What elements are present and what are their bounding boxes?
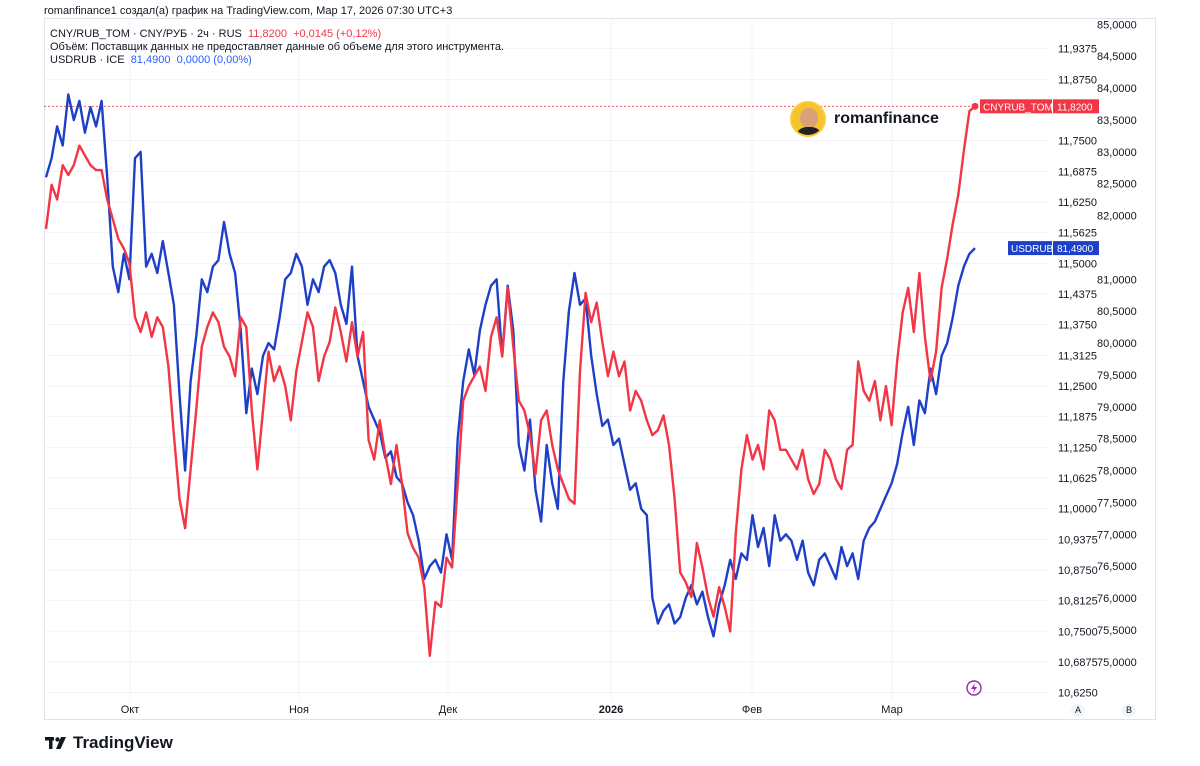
y-tick-label-usd: 75,0000 [1097,657,1137,669]
legend-usd-symbol: USDRUB · ICE [50,54,125,66]
y-tick-label-usd: 79,5000 [1097,370,1137,382]
legend-usd-change: 0,0000 (0,00%) [176,54,252,66]
y-tick-label-cny: 11,9375 [1058,44,1097,56]
chart-credit: romanfinance1 создал(а) график на Tradin… [44,5,453,17]
lightning-icon[interactable] [966,680,982,696]
y-axis-cny: 11,9375 11,8750 11,7500 11,6875 11,6250 11,56… [1058,44,1098,700]
y-axis-usd: 85,0000 84,5000 84,0000 83,5000 83,0000 82,50… [1097,19,1137,668]
y-tick-label-usd: 76,5000 [1097,561,1137,573]
legend-usd-price: 81,4900 [130,54,171,66]
y-tick-label-cny: 11,1875 [1058,412,1097,424]
brand-name: TradingView [73,733,173,752]
y-tick-label-usd: 77,5000 [1097,497,1137,509]
y-tick-label-usd: 84,5000 [1097,51,1137,63]
price-labels: CNYRUB_TOM 11,8200 USDRUB 81,4900 [980,99,1099,256]
grid-lines [44,18,1050,700]
y-tick-label-cny: 11,1250 [1058,442,1097,454]
y-tick-label-cny: 10,7500 [1058,626,1098,638]
price-tag-value: 81,4900 [1057,244,1094,255]
legend-usd[interactable]: USDRUB · ICE 81,4900 0,0000 (0,00%) [50,54,252,66]
y-tick-label-usd: 77,0000 [1097,529,1137,541]
price-tag-name-bg [1008,241,1052,256]
y-tick-label-cny: 10,6875 [1058,657,1098,669]
y-tick-label-usd: 79,0000 [1097,402,1137,414]
price-tag-name-bg [980,99,1052,114]
y-tick-label-usd: 80,5000 [1097,306,1137,318]
y-tick-label-cny: 11,7500 [1058,136,1097,148]
price-tag-value-bg [1053,241,1099,256]
x-tick-label: Окт [121,704,140,716]
y-tick-label-usd: 82,5000 [1097,179,1137,191]
y-tick-label-usd: 76,0000 [1097,593,1137,605]
y-tick-label-cny: 11,3125 [1058,350,1097,362]
x-tick-label: Ноя [289,704,309,716]
chart-frame[interactable] [44,18,1156,720]
x-tick-label: Фев [742,704,762,716]
legend-cny[interactable]: CNY/RUB_TOM · CNY/РУБ · 2ч · RUS 11,8200… [50,28,381,40]
y-tick-label-cny: 11,5625 [1058,228,1097,240]
x-tick-label: Дек [439,704,458,716]
author-name: romanfinance [834,110,939,127]
x-tick-label: Мар [881,704,903,716]
y-tick-label-cny: 11,6250 [1058,197,1097,209]
legend-volume-note: Объём: Поставщик данных не предоставляет… [50,41,505,53]
y-tick-label-cny: 11,0000 [1058,504,1097,516]
y-tick-label-usd: 75,5000 [1097,625,1137,637]
y-tick-label-cny: 10,8750 [1058,565,1098,577]
price-tag-name: CNYRUB_TOM [983,102,1053,113]
y-tick-label-cny: 11,0625 [1058,473,1097,485]
author-watermark: romanfinance [790,101,939,137]
y-tick-label-usd: 78,0000 [1097,466,1137,478]
cny-last-point [971,102,979,110]
y-tick-label-usd: 83,0000 [1097,147,1137,159]
y-tick-label-usd: 78,5000 [1097,434,1137,446]
y-tick-label-cny: 11,5000 [1058,258,1097,270]
series-line-usdrub[interactable] [44,93,976,638]
x-axis: Окт Ноя Дек 2026 Фев Мар [121,704,903,716]
auto-scale-button[interactable]: A [1071,704,1085,717]
price-tag-value-bg [1053,99,1099,114]
price-tag-usd: USDRUB 81,4900 [1008,241,1099,256]
y-tick-label-cny: 10,9375 [1058,534,1098,546]
legend-cny-change: +0,0145 (+0,12%) [293,28,382,40]
tradingview-logo-icon [45,737,66,749]
y-tick-label-cny: 11,4375 [1058,289,1097,301]
y-tick-label-usd: 83,5000 [1097,115,1137,127]
price-tag-value: 11,8200 [1057,102,1093,113]
y-tick-label-usd: 80,0000 [1097,338,1137,350]
y-tick-label-cny: 11,2500 [1058,381,1097,393]
avatar [790,101,826,137]
y-tick-label-usd: 85,0000 [1097,19,1137,31]
y-tick-label-usd: 81,0000 [1097,274,1137,286]
tradingview-brand[interactable]: TradingView [45,733,173,753]
y-tick-label-usd: 84,0000 [1097,83,1137,95]
y-tick-label-cny: 11,3750 [1058,320,1097,332]
legend-cny-symbol: CNY/RUB_TOM · CNY/РУБ · 2ч · RUS [50,28,242,40]
legend-cny-price: 11,8200 [247,28,287,40]
y-tick-label-cny: 10,8125 [1058,596,1098,608]
x-tick-label: 2026 [599,704,623,716]
y-tick-label-cny: 11,6875 [1058,166,1097,178]
y-tick-label-cny: 10,6250 [1058,688,1098,700]
log-scale-button[interactable]: B [1122,704,1136,717]
y-tick-label-cny: 11,8750 [1058,74,1097,86]
series-line-cnyrub[interactable] [44,105,976,657]
price-tag-name: USDRUB [1011,244,1054,255]
y-tick-label-usd: 82,0000 [1097,211,1137,223]
price-tag-cny: CNYRUB_TOM 11,8200 [980,99,1099,114]
